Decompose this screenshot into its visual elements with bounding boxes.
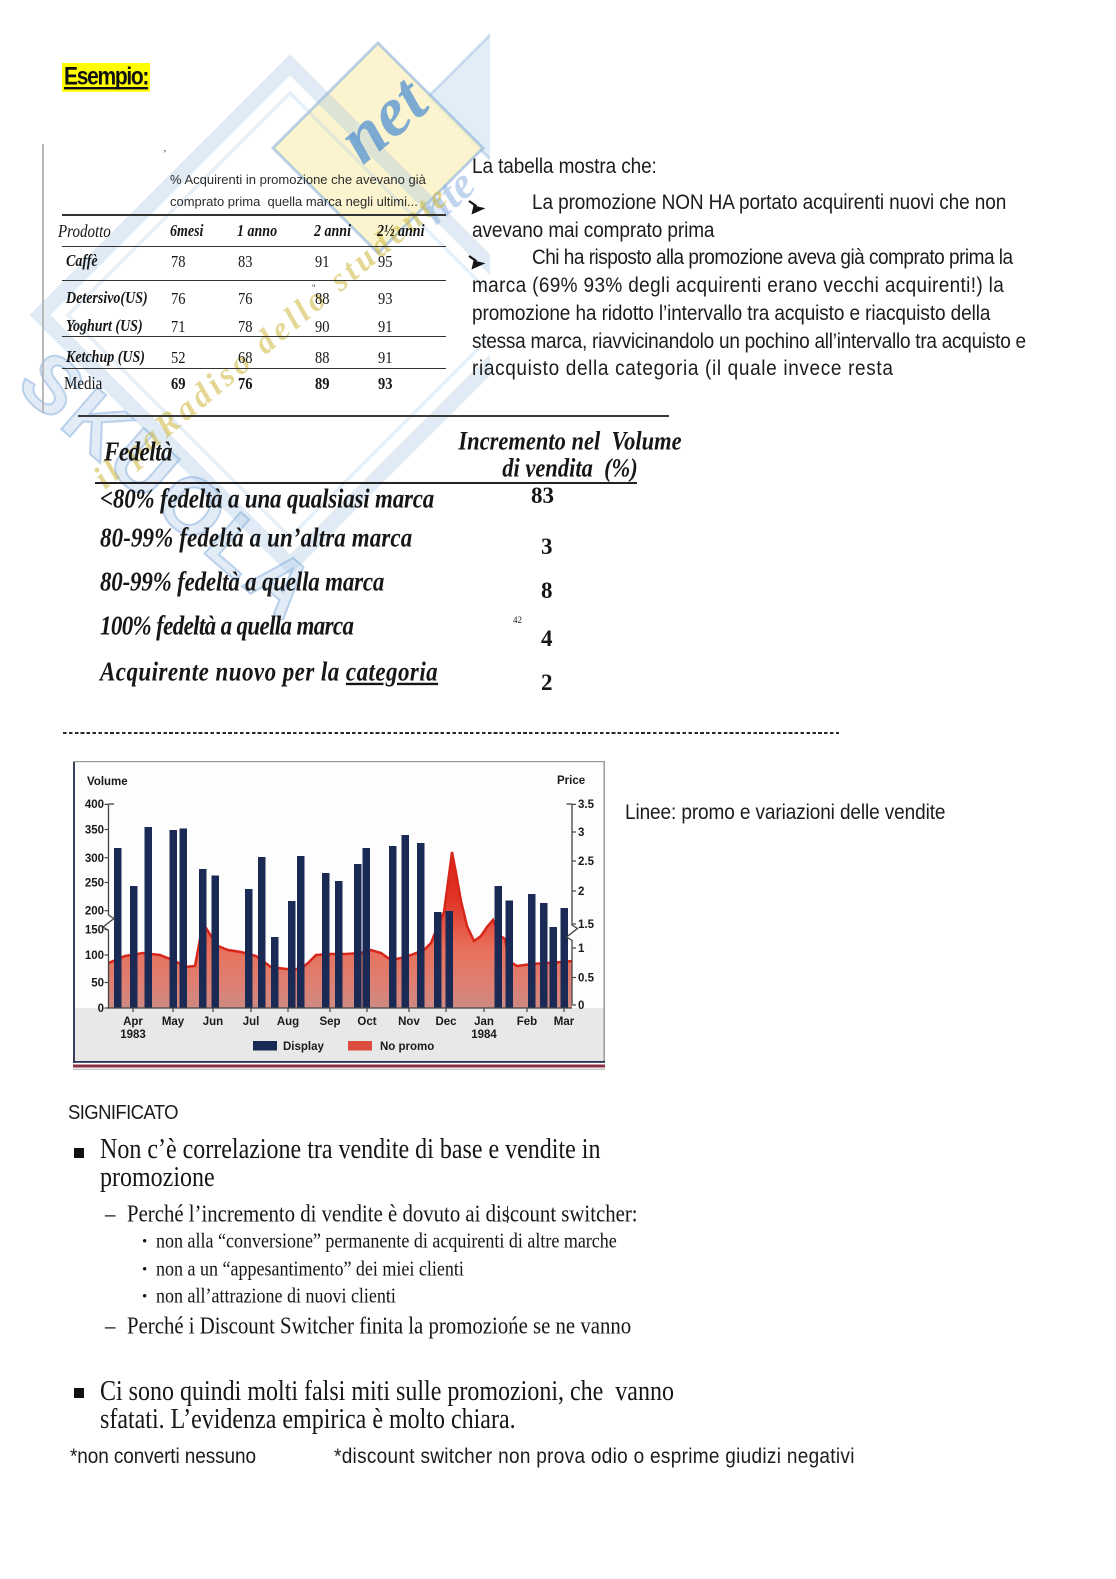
- svg-text:Oct: Oct: [357, 1016, 376, 1028]
- svg-text:0.5: 0.5: [578, 973, 595, 985]
- svg-text:0: 0: [98, 1003, 104, 1015]
- svg-text:Jun: Jun: [203, 1016, 223, 1028]
- svg-text:300: 300: [85, 853, 104, 865]
- svg-text:150: 150: [85, 925, 104, 937]
- svg-text:100: 100: [85, 950, 104, 962]
- svg-text:Feb: Feb: [517, 1016, 537, 1028]
- svg-text:3: 3: [578, 827, 584, 839]
- svg-text:0: 0: [578, 1000, 584, 1012]
- svg-text:Apr: Apr: [123, 1016, 143, 1028]
- svg-text:Aug: Aug: [277, 1016, 299, 1028]
- svg-text:May: May: [162, 1016, 185, 1028]
- svg-text:No promo: No promo: [380, 1041, 434, 1053]
- svg-text:250: 250: [85, 878, 104, 890]
- svg-text:Dec: Dec: [435, 1016, 457, 1028]
- svg-text:Price: Price: [557, 775, 585, 787]
- svg-text:1: 1: [578, 943, 585, 955]
- svg-text:400: 400: [85, 799, 104, 811]
- svg-text:Display: Display: [283, 1041, 325, 1053]
- svg-text:Nov: Nov: [398, 1016, 420, 1028]
- svg-text:50: 50: [91, 978, 104, 990]
- svg-text:Jul: Jul: [243, 1016, 260, 1028]
- svg-text:1.5: 1.5: [578, 919, 595, 931]
- svg-text:1984: 1984: [471, 1029, 497, 1041]
- svg-text:2.5: 2.5: [578, 856, 595, 868]
- svg-text:Volume: Volume: [87, 776, 128, 788]
- svg-text:2: 2: [578, 886, 584, 898]
- svg-text:Mar: Mar: [554, 1016, 575, 1028]
- svg-text:1983: 1983: [120, 1029, 146, 1041]
- svg-text:350: 350: [85, 825, 104, 837]
- svg-text:Sep: Sep: [319, 1016, 340, 1028]
- svg-text:200: 200: [85, 906, 104, 918]
- svg-text:3.5: 3.5: [578, 799, 595, 811]
- svg-text:Jan: Jan: [474, 1016, 494, 1028]
